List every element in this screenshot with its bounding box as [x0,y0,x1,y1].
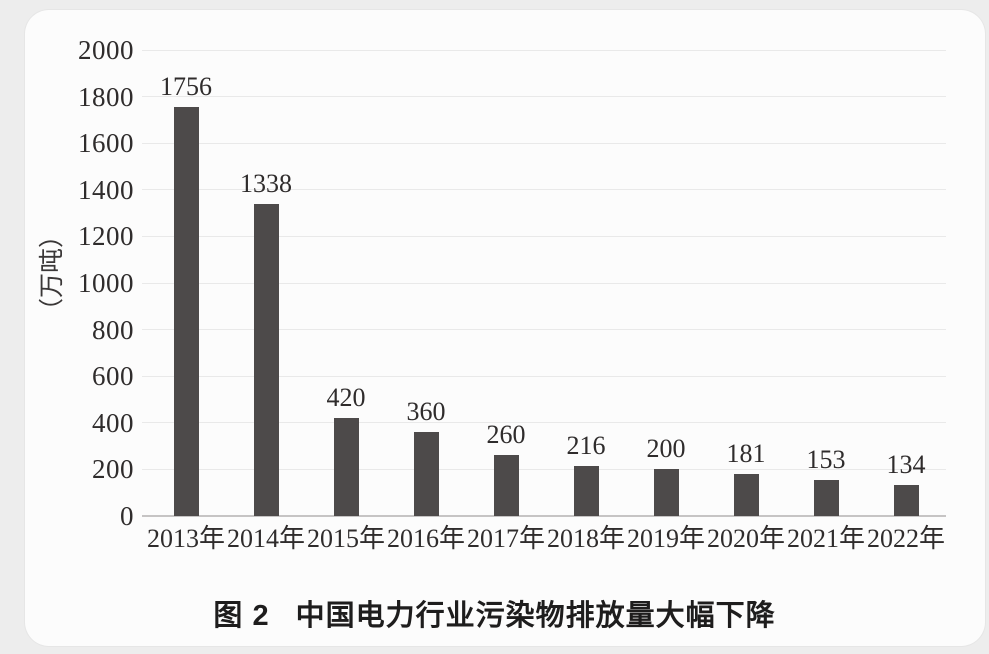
bar-value-label: 260 [486,420,526,450]
bar-2020年 [733,473,759,516]
x-axis-label: 2016年 [386,524,465,553]
x-axis-label: 2015年 [306,524,385,553]
gridline [142,142,946,144]
x-axis-label: 2014年 [226,524,305,553]
bar-2015年 [333,418,359,516]
y-axis-tick-label: 600 [92,361,134,392]
bar-value-label: 1756 [160,71,212,101]
x-axis-label: 2021年 [786,524,865,553]
bar-value-label: 153 [806,445,846,475]
bar-2013年 [173,106,199,516]
bar-2019年 [653,469,679,516]
figure-caption: 图 2 中国电力行业污染物排放量大幅下降 [0,592,989,634]
y-axis-tick-label: 0 [120,501,134,531]
bar-value-label: 200 [646,434,686,464]
gridline [142,96,946,98]
bar-2022年 [893,484,919,516]
bar-2018年 [573,465,599,516]
y-axis-tick-label: 1600 [78,128,134,159]
bar-2017年 [493,455,519,516]
bar-2021年 [813,480,839,516]
bar-value-label: 216 [566,430,606,460]
bar-2016年 [413,432,439,516]
x-axis-label: 2013年 [146,524,225,553]
x-axis-label: 2020年 [706,524,785,553]
bar-2014年 [253,204,279,516]
bar-value-label: 360 [406,397,446,427]
figure-caption-label: 图 2 [213,600,270,632]
x-axis-label: 2019年 [626,524,705,553]
y-axis-tick-label: 200 [92,454,134,485]
bar-value-label: 1338 [240,169,292,199]
y-axis-tick-label: 400 [92,407,134,438]
y-axis-title: （万吨） [39,222,66,324]
gridline [142,49,946,51]
figure-caption-text: 中国电力行业污染物排放量大幅下降 [295,600,776,632]
y-axis-tick-label: 2000 [78,35,134,65]
bar-value-label: 420 [326,383,366,413]
bar-value-label: 134 [886,449,926,479]
y-axis-tick-label: 1800 [78,81,134,112]
x-axis-label: 2018年 [546,524,625,553]
y-axis-tick-label: 1200 [78,221,134,252]
bar-value-label: 181 [726,438,766,468]
x-axis-label: 2017年 [466,524,545,553]
y-axis-tick-label: 1000 [78,268,134,298]
x-axis-label: 2022年 [866,524,945,553]
y-axis-tick-label: 1400 [78,174,134,205]
y-axis-tick-label: 800 [92,314,134,345]
